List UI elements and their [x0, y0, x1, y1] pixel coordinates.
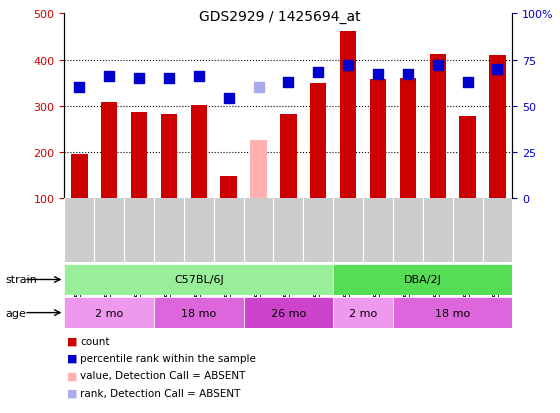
Point — [314, 70, 323, 76]
Point — [344, 63, 353, 69]
Bar — [101, 103, 118, 198]
Text: strain: strain — [6, 275, 38, 285]
Point — [433, 63, 442, 69]
Text: 18 mo: 18 mo — [435, 308, 470, 318]
Bar — [221, 176, 237, 198]
Text: ■: ■ — [67, 388, 78, 398]
Bar — [333, 264, 512, 295]
Point — [105, 74, 114, 80]
Bar — [340, 32, 356, 198]
Text: ■: ■ — [67, 336, 78, 346]
Point — [224, 96, 233, 102]
Text: 18 mo: 18 mo — [181, 308, 216, 318]
Point — [493, 66, 502, 73]
Text: count: count — [80, 336, 110, 346]
Point — [463, 79, 472, 86]
Point — [284, 79, 293, 86]
Bar — [333, 297, 393, 328]
Bar — [244, 297, 333, 328]
Point — [134, 76, 143, 82]
Bar — [459, 116, 476, 198]
Bar — [280, 115, 297, 198]
Bar — [64, 297, 154, 328]
Bar — [250, 141, 267, 198]
Bar — [489, 56, 506, 198]
Text: DBA/2J: DBA/2J — [404, 275, 442, 285]
Text: value, Detection Call = ABSENT: value, Detection Call = ABSENT — [80, 370, 245, 380]
Bar — [430, 55, 446, 198]
Text: GDS2929 / 1425694_at: GDS2929 / 1425694_at — [199, 10, 361, 24]
Bar — [393, 297, 512, 328]
Bar — [161, 115, 177, 198]
Text: percentile rank within the sample: percentile rank within the sample — [80, 353, 256, 363]
Point — [403, 72, 412, 78]
Text: 2 mo: 2 mo — [95, 308, 123, 318]
Bar — [131, 112, 147, 198]
Bar — [64, 264, 333, 295]
Text: ■: ■ — [67, 370, 78, 380]
Text: age: age — [6, 308, 26, 318]
Text: C57BL/6J: C57BL/6J — [174, 275, 223, 285]
Text: 26 mo: 26 mo — [271, 308, 306, 318]
Point — [75, 85, 84, 91]
Point — [254, 85, 263, 91]
Point — [165, 76, 174, 82]
Bar — [190, 105, 207, 198]
Bar — [400, 79, 416, 198]
Bar — [71, 154, 87, 198]
Bar — [154, 297, 244, 328]
Point — [194, 74, 203, 80]
Bar — [310, 84, 326, 198]
Text: ■: ■ — [67, 353, 78, 363]
Point — [374, 72, 382, 78]
Text: rank, Detection Call = ABSENT: rank, Detection Call = ABSENT — [80, 388, 240, 398]
Bar — [370, 80, 386, 198]
Text: 2 mo: 2 mo — [349, 308, 377, 318]
